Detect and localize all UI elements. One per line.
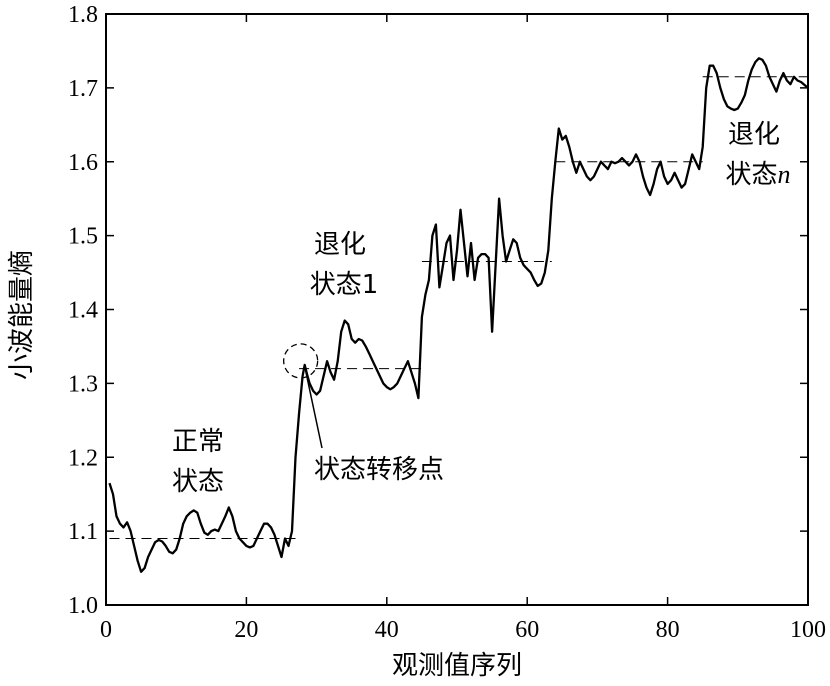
- y-axis-title: 小波能量熵: [7, 250, 37, 380]
- annotation-degraded-state-1-line1: 退化: [314, 230, 366, 260]
- series-line-wavelet-entropy: [108, 57, 809, 573]
- y-tick-label: 1.8: [68, 2, 98, 28]
- x-tick-label: 0: [100, 617, 112, 643]
- annotation-transition-point: 状态转移点: [314, 455, 444, 485]
- y-tick-label: 1.7: [68, 76, 98, 102]
- y-tick-label: 1.1: [68, 519, 98, 545]
- y-tick-label: 1.4: [68, 298, 98, 324]
- annotation-degraded-state-1-line2: 状态1: [310, 270, 379, 300]
- x-tick-label: 20: [234, 617, 258, 643]
- y-tick-label: 1.0: [68, 593, 98, 619]
- annotation-degraded-state-n-suffix: n: [778, 160, 791, 189]
- transition-point-marker: [283, 343, 319, 379]
- x-tick-label: 60: [515, 617, 539, 643]
- axis-ticks: 0 20 40 60 80 100 1.0 1.1 1.2 1.3 1.4 1.5 1.6 1.7 1.8: [68, 2, 826, 643]
- y-tick-label: 1.2: [68, 445, 98, 471]
- transition-leader-line: [304, 370, 323, 449]
- x-tick-label: 100: [790, 617, 826, 643]
- annotation-degraded-state-n-line1: 退化: [728, 120, 780, 150]
- x-tick-label: 40: [375, 617, 399, 643]
- annotation-degraded-state-n-prefix: 状态: [725, 160, 777, 190]
- annotation-normal-state-line2: 状态: [172, 467, 224, 497]
- x-tick-label: 80: [656, 617, 680, 643]
- y-tick-label: 1.3: [68, 371, 98, 397]
- y-tick-label: 1.6: [68, 150, 98, 176]
- x-axis-title: 观测值序列: [392, 651, 522, 681]
- y-tick-label: 1.5: [68, 224, 98, 250]
- plot-frame: [105, 13, 809, 606]
- annotation-degraded-state-n-line2: 状态n: [725, 160, 790, 190]
- annotation-normal-state-line1: 正常: [172, 427, 224, 457]
